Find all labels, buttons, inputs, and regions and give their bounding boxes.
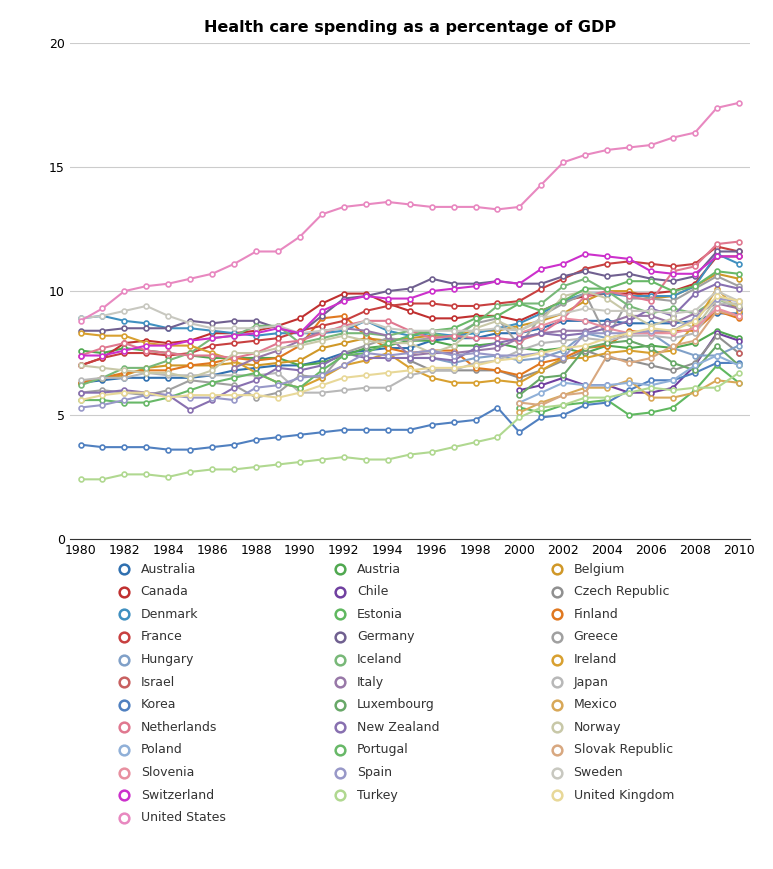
Text: Chile: Chile — [357, 586, 389, 598]
Text: Portugal: Portugal — [357, 744, 409, 756]
Text: Canada: Canada — [141, 586, 189, 598]
Text: Estonia: Estonia — [357, 608, 404, 620]
Text: Czech Republic: Czech Republic — [574, 586, 669, 598]
Text: Turkey: Turkey — [357, 789, 398, 801]
Title: Health care spending as a percentage of GDP: Health care spending as a percentage of … — [203, 20, 616, 36]
Text: United States: United States — [141, 812, 226, 824]
Text: United Kingdom: United Kingdom — [574, 789, 674, 801]
Text: Italy: Italy — [357, 676, 384, 688]
Text: Finland: Finland — [574, 608, 618, 620]
Text: Japan: Japan — [574, 676, 608, 688]
Text: France: France — [141, 631, 182, 643]
Text: Australia: Australia — [141, 563, 196, 575]
Text: Switzerland: Switzerland — [141, 789, 214, 801]
Text: Norway: Norway — [574, 721, 621, 733]
Text: Germany: Germany — [357, 631, 414, 643]
Text: Greece: Greece — [574, 631, 618, 643]
Text: Poland: Poland — [141, 744, 182, 756]
Text: Korea: Korea — [141, 699, 176, 711]
Text: New Zealand: New Zealand — [357, 721, 440, 733]
Text: Iceland: Iceland — [357, 653, 403, 666]
Text: Mexico: Mexico — [574, 699, 618, 711]
Text: Israel: Israel — [141, 676, 175, 688]
Text: Slovak Republic: Slovak Republic — [574, 744, 673, 756]
Text: Denmark: Denmark — [141, 608, 198, 620]
Text: Austria: Austria — [357, 563, 401, 575]
Text: Slovenia: Slovenia — [141, 766, 194, 779]
Text: Luxembourg: Luxembourg — [357, 699, 435, 711]
Text: Spain: Spain — [357, 766, 392, 779]
Text: Belgium: Belgium — [574, 563, 625, 575]
Text: Netherlands: Netherlands — [141, 721, 217, 733]
Text: Sweden: Sweden — [574, 766, 623, 779]
Text: Hungary: Hungary — [141, 653, 194, 666]
Text: Ireland: Ireland — [574, 653, 617, 666]
